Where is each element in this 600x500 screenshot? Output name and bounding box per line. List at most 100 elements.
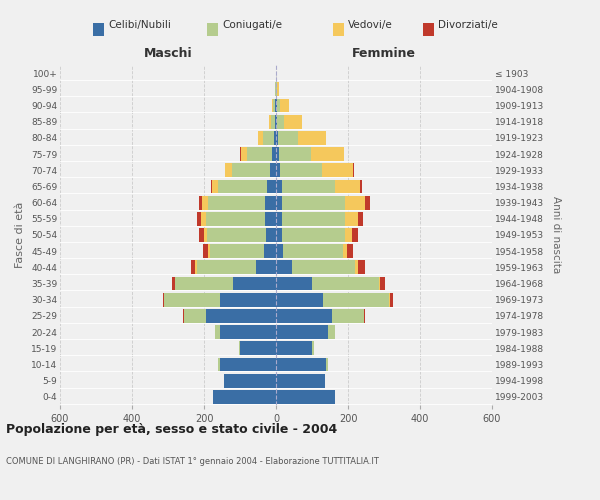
Bar [283, 228, 346, 242]
Bar [240, 147, 241, 161]
Bar [275, 98, 276, 112]
Bar [240, 342, 276, 355]
Bar [211, 244, 265, 258]
Bar [352, 228, 358, 242]
Bar [276, 342, 312, 355]
Bar [335, 180, 360, 194]
Bar [202, 212, 206, 226]
Bar [265, 244, 276, 258]
Bar [225, 164, 232, 177]
Bar [280, 164, 322, 177]
Bar [276, 326, 328, 339]
Bar [271, 115, 275, 128]
Bar [346, 196, 365, 209]
Bar [360, 180, 362, 194]
Bar [269, 164, 276, 177]
Bar [292, 260, 355, 274]
Bar [276, 309, 332, 323]
Bar [276, 98, 277, 112]
Bar [233, 276, 276, 290]
Bar [218, 358, 220, 372]
Bar [213, 390, 276, 404]
Bar [232, 164, 269, 177]
Bar [206, 309, 276, 323]
Bar [239, 342, 240, 355]
Bar [298, 131, 326, 144]
Text: Vedovi/e: Vedovi/e [348, 20, 393, 30]
Bar [265, 212, 276, 226]
Bar [276, 131, 278, 144]
Bar [220, 326, 276, 339]
Bar [220, 358, 276, 372]
Bar [277, 98, 280, 112]
Bar [272, 147, 276, 161]
Bar [206, 212, 265, 226]
Bar [343, 244, 347, 258]
Text: Popolazione per età, sesso e stato civile - 2004: Popolazione per età, sesso e stato civil… [6, 422, 337, 436]
Bar [276, 244, 283, 258]
Bar [358, 212, 364, 226]
Bar [247, 147, 272, 161]
Bar [346, 212, 358, 226]
Bar [211, 180, 212, 194]
Bar [172, 276, 175, 290]
Text: Femmine: Femmine [352, 47, 416, 60]
Bar [256, 260, 276, 274]
Bar [311, 147, 344, 161]
Bar [184, 309, 206, 323]
Text: Coniugati/e: Coniugati/e [222, 20, 282, 30]
Bar [163, 293, 164, 306]
Bar [390, 293, 393, 306]
Bar [283, 244, 343, 258]
Bar [276, 180, 283, 194]
Bar [203, 228, 206, 242]
Bar [203, 244, 208, 258]
Bar [275, 115, 276, 128]
Text: Maschi: Maschi [143, 47, 193, 60]
Bar [323, 293, 389, 306]
Bar [224, 164, 225, 177]
Bar [353, 164, 355, 177]
Bar [276, 212, 283, 226]
Bar [283, 180, 335, 194]
Bar [276, 390, 335, 404]
Text: Divorziati/e: Divorziati/e [438, 20, 498, 30]
Text: Celibi/Nubili: Celibi/Nubili [108, 20, 171, 30]
Bar [312, 276, 379, 290]
Bar [276, 147, 279, 161]
Y-axis label: Fasce di età: Fasce di età [16, 202, 25, 268]
Bar [283, 212, 346, 226]
Bar [276, 358, 326, 372]
Bar [364, 309, 365, 323]
Bar [220, 293, 276, 306]
Bar [276, 260, 292, 274]
Bar [312, 342, 314, 355]
Bar [224, 374, 276, 388]
Bar [197, 212, 202, 226]
Bar [365, 196, 370, 209]
Bar [276, 164, 280, 177]
Bar [277, 82, 279, 96]
Bar [284, 115, 302, 128]
Bar [265, 196, 276, 209]
Bar [276, 276, 312, 290]
Bar [379, 276, 380, 290]
Bar [328, 326, 335, 339]
Bar [346, 228, 352, 242]
Bar [208, 196, 265, 209]
Bar [332, 309, 364, 323]
Bar [389, 293, 390, 306]
Bar [347, 244, 353, 258]
Bar [208, 244, 211, 258]
Bar [355, 260, 358, 274]
Bar [280, 98, 289, 112]
Bar [266, 228, 276, 242]
Bar [276, 196, 283, 209]
Bar [272, 98, 274, 112]
Bar [279, 147, 311, 161]
Bar [195, 260, 197, 274]
Bar [322, 164, 353, 177]
Bar [241, 147, 247, 161]
Bar [206, 228, 266, 242]
Bar [277, 115, 284, 128]
